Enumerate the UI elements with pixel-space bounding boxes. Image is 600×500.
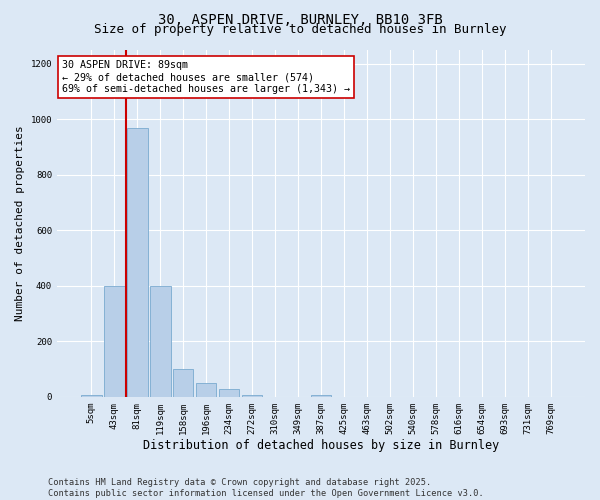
Text: 30 ASPEN DRIVE: 89sqm
← 29% of detached houses are smaller (574)
69% of semi-det: 30 ASPEN DRIVE: 89sqm ← 29% of detached … — [62, 60, 350, 94]
Text: Contains HM Land Registry data © Crown copyright and database right 2025.
Contai: Contains HM Land Registry data © Crown c… — [48, 478, 484, 498]
Bar — [242, 396, 262, 397]
Y-axis label: Number of detached properties: Number of detached properties — [15, 126, 25, 322]
Bar — [150, 286, 170, 397]
Bar — [173, 369, 193, 397]
Bar — [81, 396, 101, 397]
Text: 30, ASPEN DRIVE, BURNLEY, BB10 3FB: 30, ASPEN DRIVE, BURNLEY, BB10 3FB — [158, 12, 442, 26]
X-axis label: Distribution of detached houses by size in Burnley: Distribution of detached houses by size … — [143, 440, 499, 452]
Bar — [311, 396, 331, 397]
Bar — [104, 286, 125, 397]
Bar — [219, 388, 239, 397]
Bar — [196, 383, 217, 397]
Text: Size of property relative to detached houses in Burnley: Size of property relative to detached ho… — [94, 22, 506, 36]
Bar — [127, 128, 148, 397]
